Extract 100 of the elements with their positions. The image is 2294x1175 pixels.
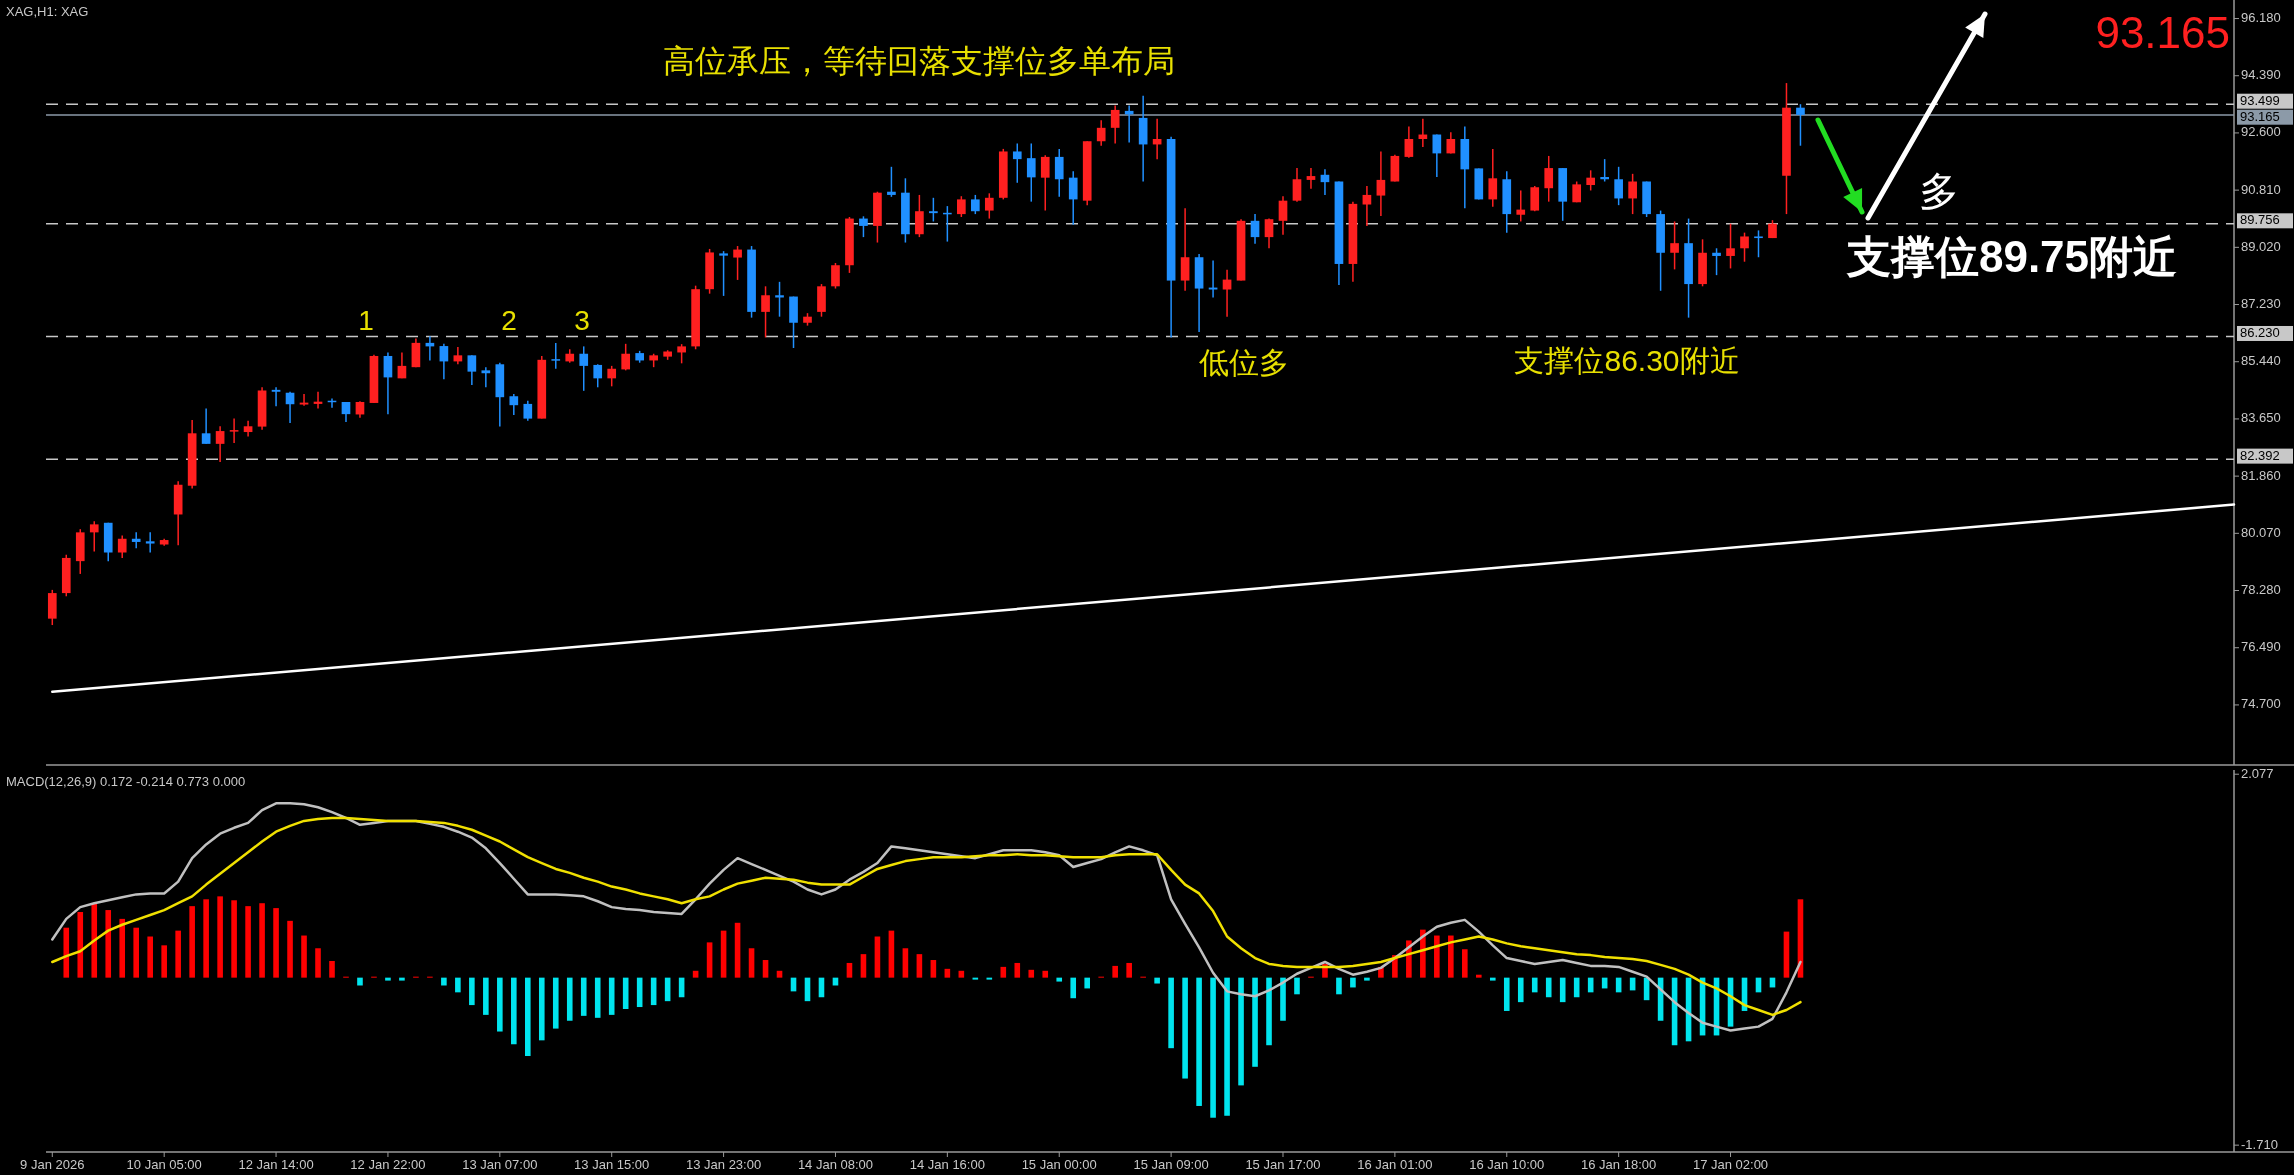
- x-tick-label: 16 Jan 01:00: [1357, 1157, 1433, 1172]
- bar: [301, 935, 307, 978]
- bar: [1000, 966, 1007, 978]
- y-tick-label: 85.440: [2241, 353, 2281, 369]
- ref-line-label: 93.499: [2240, 92, 2280, 108]
- bar: [1112, 965, 1118, 978]
- y-tick-label: 90.810: [2241, 181, 2281, 197]
- x-tick-label: 12 Jan 22:00: [350, 1157, 426, 1172]
- bar: [259, 903, 265, 978]
- x-tick-label: 15 Jan 17:00: [1245, 1157, 1321, 1172]
- bar: [1210, 977, 1216, 1118]
- chart-title: XAG,H1: XAG: [6, 4, 89, 19]
- bar: [1503, 977, 1510, 1011]
- bar: [1531, 977, 1538, 993]
- bar: [329, 961, 335, 978]
- x-tick-label: 16 Jan 18:00: [1581, 1157, 1657, 1172]
- bar: [1070, 977, 1077, 999]
- bar: [958, 970, 965, 978]
- x-tick-label: 17 Jan 02:00: [1692, 1157, 1769, 1172]
- bar: [1126, 962, 1132, 978]
- annotation: 高位承压，等待回落支撑位多单布局: [663, 43, 1175, 79]
- y-tick-label: 76.490: [2241, 639, 2281, 655]
- bar: [1084, 977, 1090, 989]
- bar: [1042, 970, 1049, 978]
- bar: [175, 930, 181, 978]
- bar: [1252, 977, 1258, 1067]
- y-tick-label: 81.860: [2241, 467, 2281, 483]
- x-tick-label: 13 Jan 07:00: [462, 1157, 538, 1172]
- bar: [1448, 935, 1454, 978]
- y-tick-label: 96.180: [2241, 9, 2281, 25]
- bar: [1462, 949, 1468, 978]
- bar: [147, 936, 153, 978]
- ref-line-label: 93.165: [2240, 108, 2280, 124]
- x-tick-label: 14 Jan 08:00: [797, 1157, 874, 1172]
- bar: [119, 918, 126, 978]
- bar: [916, 954, 923, 978]
- y-tick-label: 87.230: [2241, 295, 2281, 311]
- bar: [441, 977, 447, 986]
- bar: [538, 977, 545, 1041]
- bar: [357, 977, 363, 986]
- y-tick-label: 2.077: [2241, 765, 2274, 781]
- bar: [455, 977, 461, 993]
- bar: [273, 908, 279, 978]
- bar: [1014, 962, 1021, 978]
- bar: [594, 977, 601, 1018]
- bar: [1517, 977, 1524, 1003]
- bar: [287, 920, 293, 978]
- bar: [483, 977, 489, 1015]
- x-tick-label: 13 Jan 23:00: [685, 1157, 762, 1172]
- annotation: 1: [358, 305, 374, 336]
- bar: [1336, 977, 1342, 995]
- y-tick-label: 74.700: [2241, 696, 2281, 712]
- bar: [189, 906, 195, 978]
- bar: [525, 977, 531, 1057]
- bar: [469, 977, 475, 1006]
- bar: [497, 977, 503, 1032]
- bar: [608, 977, 615, 1015]
- bar: [105, 910, 112, 978]
- bar: [231, 900, 237, 978]
- bar: [692, 970, 699, 978]
- x-tick-label: 15 Jan 00:00: [1021, 1157, 1097, 1172]
- ref-line-label: 82.392: [2240, 447, 2280, 463]
- bar: [1182, 977, 1188, 1079]
- x-tick-label: 9 Jan 2026: [20, 1157, 85, 1172]
- bar: [580, 977, 587, 1016]
- y-tick-label: 80.070: [2241, 524, 2281, 540]
- x-tick-label: 14 Jan 16:00: [909, 1157, 985, 1172]
- bar: [91, 903, 98, 978]
- annotation: 93.165: [2095, 8, 2230, 57]
- ref-line-label: 89.756: [2240, 212, 2280, 228]
- bar: [846, 962, 853, 978]
- bar: [1350, 977, 1356, 988]
- bar: [1238, 977, 1244, 1086]
- bar: [203, 899, 209, 978]
- bar: [1489, 977, 1496, 981]
- bar: [1196, 977, 1202, 1106]
- y-tick-label: 83.650: [2241, 410, 2281, 426]
- bar: [930, 960, 937, 978]
- bar: [762, 960, 769, 978]
- x-tick-label: 16 Jan 10:00: [1469, 1157, 1545, 1172]
- bar: [1028, 969, 1035, 978]
- x-tick-label: 10 Jan 05:00: [126, 1157, 202, 1172]
- bar: [1434, 935, 1440, 978]
- y-tick-label: 89.020: [2241, 238, 2281, 254]
- y-tick-label: -1.710: [2241, 1136, 2278, 1152]
- ref-line-label: 86.230: [2240, 324, 2280, 340]
- bar: [161, 945, 167, 978]
- y-tick-label: 94.390: [2241, 67, 2281, 83]
- chart-title: MACD(12,26,9) 0.172 -0.214 0.773 0.000: [6, 774, 246, 789]
- bar: [385, 977, 391, 981]
- bar: [1266, 977, 1272, 1046]
- bar: [1364, 977, 1370, 981]
- annotation: 2: [501, 305, 517, 336]
- bar: [1168, 977, 1174, 1049]
- x-tick-label: 12 Jan 14:00: [238, 1157, 314, 1172]
- annotation: 多: [1919, 169, 1959, 213]
- annotation: 3: [574, 305, 590, 336]
- bar: [706, 942, 713, 978]
- y-tick-label: 78.280: [2241, 581, 2281, 597]
- bar: [552, 977, 559, 1029]
